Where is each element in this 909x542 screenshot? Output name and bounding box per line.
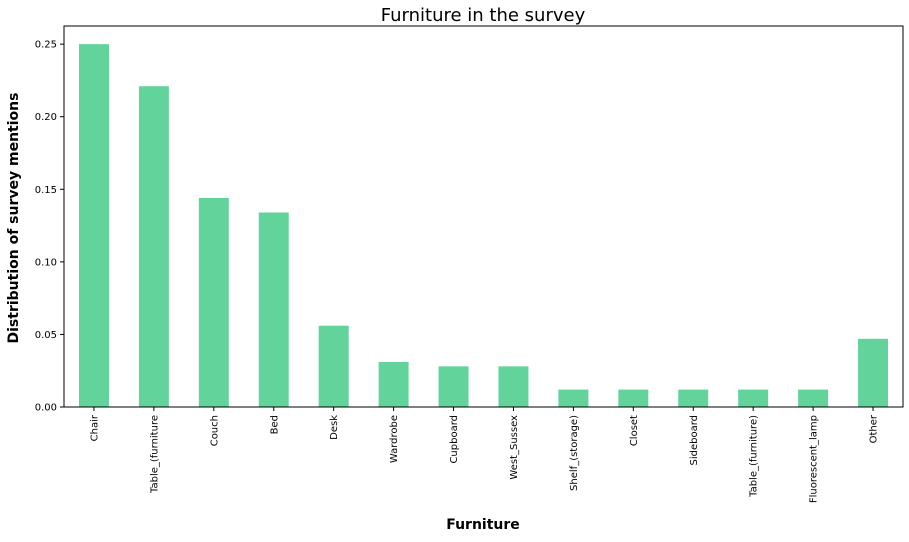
y-tick-label: 0.25 bbox=[35, 40, 57, 51]
plot-frame bbox=[63, 25, 904, 408]
bar bbox=[378, 362, 409, 407]
bar bbox=[78, 44, 109, 408]
bar bbox=[858, 338, 889, 407]
bar bbox=[738, 389, 769, 407]
x-tick-label: Sideboard bbox=[689, 415, 700, 466]
x-tick-label: Fluorescent_lamp bbox=[809, 415, 820, 503]
bar bbox=[138, 86, 169, 407]
x-tick-label: Table_(furniture) bbox=[749, 415, 760, 498]
x-tick-label: Chair bbox=[89, 414, 100, 441]
y-tick-label: 0.10 bbox=[35, 257, 57, 268]
y-axis-ticks: 0.00 0.05 0.10 0.15 0.20 0.25 bbox=[35, 40, 64, 414]
bar bbox=[618, 389, 649, 407]
x-tick-label: Shelf_(storage) bbox=[569, 415, 580, 491]
y-axis-label: Distribution of survey mentions bbox=[6, 93, 22, 344]
y-tick-label: 0.05 bbox=[35, 330, 57, 341]
bar bbox=[498, 366, 529, 407]
x-axis-label: Furniture bbox=[446, 517, 520, 533]
x-tick-label: Closet bbox=[629, 415, 640, 446]
bar bbox=[258, 212, 289, 407]
x-tick-label: Table_(furniture bbox=[149, 415, 160, 494]
x-axis-ticks: Chair Table_(furniture Couch Bed Desk Wardrob… bbox=[89, 407, 880, 503]
x-tick-label: Wardrobe bbox=[389, 415, 400, 463]
x-tick-label: Couch bbox=[209, 415, 220, 446]
bars bbox=[78, 44, 889, 408]
bar bbox=[198, 197, 229, 407]
bar bbox=[318, 325, 349, 407]
y-tick-label: 0.20 bbox=[35, 112, 57, 123]
bar bbox=[558, 389, 589, 407]
x-tick-label: Bed bbox=[269, 415, 280, 434]
x-tick-label: Desk bbox=[329, 415, 340, 440]
y-tick-label: 0.15 bbox=[35, 185, 57, 196]
chart-title: Furniture in the survey bbox=[381, 5, 586, 26]
bar bbox=[678, 389, 709, 407]
x-tick-label: Other bbox=[869, 414, 880, 443]
x-tick-label: Cupboard bbox=[449, 415, 460, 464]
bar bbox=[798, 389, 829, 407]
x-tick-label: West_Sussex bbox=[509, 415, 520, 480]
y-tick-label: 0.00 bbox=[35, 403, 57, 414]
bar bbox=[438, 366, 469, 407]
